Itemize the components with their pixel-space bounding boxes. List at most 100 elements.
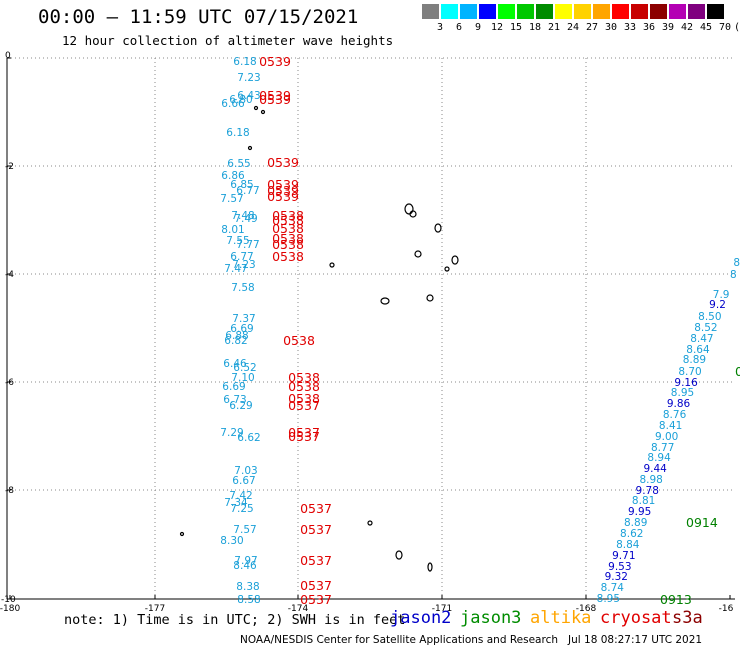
wave-height-label: 6.29 (229, 400, 252, 412)
island-outline (179, 531, 185, 537)
wave-height-label: 8.94 (647, 452, 671, 464)
y-tick-label: -6 (5, 378, 14, 388)
wave-height-label: 7.25 (230, 503, 253, 515)
wave-height-label: 6.77 (230, 251, 253, 263)
footer-note: note: 1) Time is in UTC; 2) SWH is in fe… (64, 612, 406, 628)
colorbar-label: 36 (642, 22, 656, 33)
wave-height-label: 6.46 (223, 358, 247, 370)
map-frame (6, 57, 735, 600)
wave-height-label: 8.77 (651, 442, 674, 454)
wave-height-label: 7.49 (234, 213, 257, 225)
colorbar-label: 18 (528, 22, 542, 33)
right-track-times: 0 0914 0913 (660, 364, 740, 607)
time-label: 0538 (272, 208, 304, 223)
colorbar-label: 27 (585, 22, 599, 33)
colorbar-label: 42 (680, 22, 694, 33)
time-label: 0 (735, 364, 740, 379)
time-label: 0539 (267, 155, 299, 170)
island-outline (253, 105, 259, 111)
wave-height-label: 6.18 (233, 56, 256, 68)
wave-height-label: 9.00 (655, 431, 678, 443)
island-outline (395, 550, 403, 560)
colorbar-label: 6 (455, 22, 463, 33)
wave-height-label: 9.95 (628, 506, 651, 518)
wave-height-label: 6.67 (232, 475, 255, 487)
wave-height-label: 7.03 (234, 465, 257, 477)
wave-height-label: 6.52 (233, 362, 256, 374)
time-label: 0538 (288, 370, 320, 385)
island-outline (329, 262, 335, 268)
x-tick-label: -177 (145, 604, 165, 614)
island-outline (247, 145, 253, 151)
wave-height-label: 8.30 (220, 535, 243, 547)
island-outline (434, 223, 442, 233)
y-tick-label: 0 (5, 51, 11, 61)
wave-height-label: 8.74 (601, 582, 625, 594)
left-track-times: 0539053905390539053905390539053805380538… (259, 54, 332, 607)
wave-height-label: 6.73 (223, 394, 246, 406)
wave-height-label: 7.23 (237, 72, 260, 84)
time-label: 0539 (267, 183, 299, 198)
map-grid (7, 58, 735, 599)
colorbar-swatch (650, 4, 667, 19)
time-label: 0537 (300, 578, 332, 593)
wave-height-label: 6.69 (230, 323, 253, 335)
legend-s3a: s3a (672, 608, 703, 628)
legend-jason2: jason2 (390, 608, 452, 628)
colorbar-swatch (479, 4, 496, 19)
wave-height-label: 7.57 (233, 524, 256, 536)
x-tick-labels: -180 -177 -174 -171 -168 -16 (0, 604, 734, 614)
colorbar-label: 21 (547, 22, 561, 33)
wave-height-label: 6.88 (225, 330, 248, 342)
time-label: 0539 (267, 177, 299, 192)
map-title: 00:00 – 11:59 UTC 07/15/2021 (38, 6, 359, 28)
legend-cryosat: cryosat (600, 608, 672, 628)
left-track-values: 6.187.236.436.806.666.186.556.866.856.77… (220, 56, 260, 606)
wave-height-label: 8.89 (683, 354, 706, 366)
colorbar-label: 70 (718, 22, 732, 33)
colorbar-label: 12 (490, 22, 504, 33)
island-outline (444, 266, 450, 272)
colorbar-swatch (631, 4, 648, 19)
colorbar-swatch (536, 4, 553, 19)
colorbar-label: 45 (699, 22, 713, 33)
colorbar-label: 24 (566, 22, 580, 33)
wave-height-label: 8.01 (221, 224, 244, 236)
colorbar-swatch (555, 4, 572, 19)
island-outline (426, 294, 434, 302)
colorbar-label: 33 (623, 22, 637, 33)
map-subtitle: 12 hour collection of altimeter wave hei… (62, 33, 394, 48)
island-outline (367, 520, 373, 526)
wave-height-label: 7.97 (234, 555, 257, 567)
wave-height-label: 9.44 (643, 463, 667, 475)
colorbar-label: 3 (436, 22, 444, 33)
wave-height-label: 6.85 (230, 179, 253, 191)
time-label: 0537 (288, 398, 320, 413)
island-outline (404, 203, 414, 215)
wave-height-label: 6.82 (224, 335, 247, 347)
colorbar-swatch (441, 4, 458, 19)
wave-height-label: 6.86 (221, 170, 245, 182)
wave-height-label: 8.47 (690, 333, 713, 345)
wave-height-label: 8.64 (686, 344, 710, 356)
colorbar-swatch (593, 4, 610, 19)
wave-height-label: 7.10 (231, 372, 254, 384)
x-tick-label: -171 (432, 604, 452, 614)
wave-height-label: 8.98 (639, 474, 662, 486)
colorbar-swatch (669, 4, 686, 19)
legend-altika: altika (530, 608, 592, 628)
wave-height-label: 8.41 (659, 420, 682, 432)
wave-height-label: 9.2 (709, 299, 726, 311)
colorbar-swatch (517, 4, 534, 19)
wave-height-label: 8.76 (663, 409, 687, 421)
wave-height-label: 9.32 (605, 571, 628, 583)
island-outline (260, 109, 266, 115)
colorbar-swatch (574, 4, 591, 19)
y-tick-labels: 0 -2 -4 -6 -8 -10 (1, 51, 16, 605)
time-label: 0538 (272, 213, 304, 228)
wave-height-label: 8.95 (597, 593, 620, 605)
wave-height-label: 7.48 (231, 210, 254, 222)
x-tick-label: -174 (288, 604, 309, 614)
wave-height-label: 8.46 (233, 560, 257, 572)
